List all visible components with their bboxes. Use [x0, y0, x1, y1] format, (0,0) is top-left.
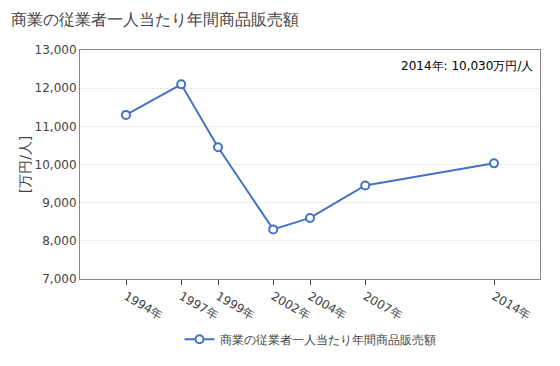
svg-text:1999年: 1999年 [214, 289, 258, 322]
svg-text:9,000: 9,000 [42, 196, 76, 210]
svg-text:[万円/人]: [万円/人] [17, 136, 33, 194]
svg-text:12,000: 12,000 [35, 81, 77, 95]
svg-text:11,000: 11,000 [35, 120, 77, 134]
svg-text:2014年: 10,030万円/人: 2014年: 10,030万円/人 [401, 59, 533, 73]
svg-text:2004年: 2004年 [306, 289, 350, 322]
svg-text:13,000: 13,000 [35, 43, 77, 57]
svg-text:7,000: 7,000 [42, 272, 76, 286]
svg-text:2007年: 2007年 [361, 289, 405, 322]
svg-text:1994年: 1994年 [122, 289, 166, 322]
svg-text:10,000: 10,000 [35, 158, 77, 172]
svg-text:2002年: 2002年 [269, 289, 313, 322]
svg-text:商業の従業者一人当たり年間商品販売額: 商業の従業者一人当たり年間商品販売額 [220, 333, 436, 347]
svg-text:2014年: 2014年 [490, 289, 534, 322]
svg-text:8,000: 8,000 [42, 234, 76, 248]
svg-text:1997年: 1997年 [177, 289, 221, 322]
svg-text:商業の従業者一人当たり年間商品販売額: 商業の従業者一人当たり年間商品販売額 [11, 10, 299, 29]
